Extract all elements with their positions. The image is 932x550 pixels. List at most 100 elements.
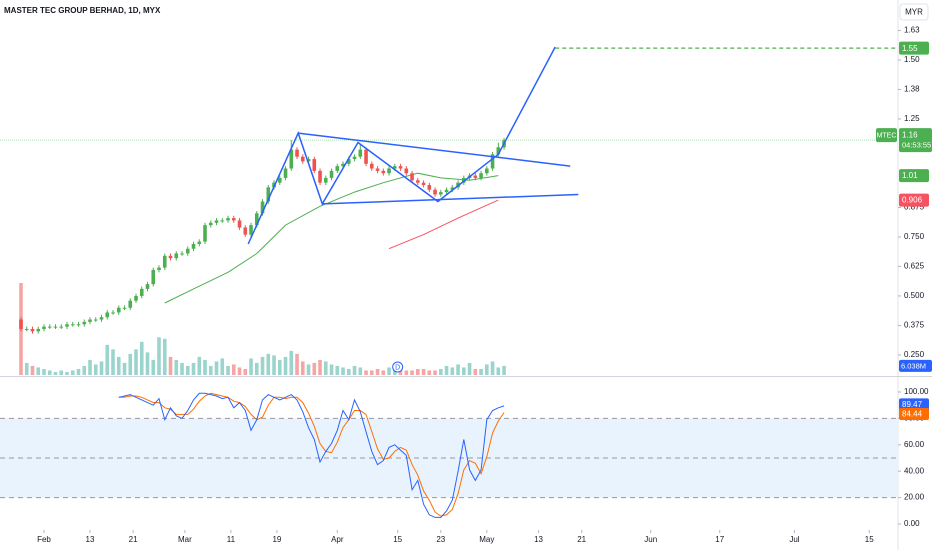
candle-body [53, 326, 58, 328]
volume-bar [467, 362, 472, 375]
candle-body [318, 170, 322, 183]
candle-body [208, 222, 213, 226]
candle-body [128, 300, 133, 308]
candle-body [490, 154, 495, 169]
volume-bar [318, 359, 322, 375]
candle-body [111, 312, 115, 314]
candle-body [352, 156, 357, 160]
volume-bar [295, 353, 299, 375]
countdown: 04:53:55 [902, 141, 931, 150]
volume-bar [421, 368, 426, 375]
volume-bar [139, 341, 144, 375]
candle-body [381, 170, 386, 174]
candle-body [105, 312, 110, 318]
volume-bar [99, 361, 104, 375]
candle-body [427, 185, 432, 190]
candle-body [42, 326, 46, 329]
candle-body [277, 177, 282, 183]
candle-body [226, 218, 230, 221]
y-tick-label: 60.00 [904, 440, 925, 449]
x-tick-label: 15 [393, 535, 402, 544]
volume-bar [283, 356, 288, 375]
volume-bar [410, 370, 414, 375]
candle-body [220, 220, 225, 222]
candle-body [99, 317, 104, 320]
volume-bar [203, 359, 207, 375]
volume-bar [134, 349, 138, 375]
volume-bar [323, 361, 328, 375]
currency-button[interactable] [899, 3, 929, 21]
volume-bar [381, 370, 386, 375]
candle-body [295, 149, 299, 157]
candle-body [24, 328, 29, 330]
volume-bar [214, 361, 219, 375]
volume-bar [496, 367, 501, 375]
x-tick-label: 19 [272, 535, 281, 544]
volume-bar [450, 367, 455, 375]
volume-bar [93, 364, 98, 375]
volume-bar [237, 367, 242, 375]
candle-body [162, 255, 167, 268]
x-tick-label: 11 [227, 535, 236, 544]
y-tick-label: 0.500 [904, 291, 925, 300]
candle-body [30, 328, 35, 332]
candle-body [36, 328, 41, 332]
volume-bar [266, 353, 271, 375]
oscillator-tag: 89.47 [902, 400, 923, 409]
symbol-tag-box [876, 128, 897, 143]
oscillator-tag-box [899, 398, 929, 411]
volume-bar [300, 361, 305, 375]
candle-body [157, 267, 161, 270]
symbol-tag: MTEC [877, 133, 897, 140]
candle-body [243, 227, 248, 235]
x-tick-label: Jul [789, 535, 799, 544]
candle-body [387, 168, 391, 174]
volume-bar [76, 368, 81, 375]
volume-bar [220, 358, 225, 375]
y-tick-label: 1.63 [904, 26, 920, 35]
candle-body [116, 307, 121, 313]
y-tick-label: 40.00 [904, 466, 925, 475]
candle-body [134, 295, 138, 301]
volume-bar [439, 368, 443, 375]
volume-bar [473, 368, 478, 375]
y-tick-label: 0.625 [904, 262, 925, 271]
currency-label[interactable]: MYR [905, 8, 923, 17]
candle-body [283, 168, 288, 178]
volume-bar [88, 359, 92, 375]
volume-bar [306, 364, 311, 375]
candle-body [266, 187, 271, 202]
volume-bar [329, 364, 334, 375]
volume-bar [387, 367, 391, 375]
volume-bar [433, 370, 437, 375]
volume-bar [162, 338, 167, 375]
candle-body [358, 149, 363, 157]
x-tick-label: 17 [715, 535, 724, 544]
volume-bar [416, 368, 420, 375]
candle-body [76, 324, 81, 326]
volume-bar [42, 368, 46, 375]
volume-bar [197, 356, 202, 375]
volume-bar [485, 364, 489, 375]
candle-body [122, 307, 127, 309]
candle-body [410, 173, 414, 181]
volume-bar [30, 365, 35, 375]
candle-body [485, 168, 489, 174]
volume-bar [369, 370, 374, 375]
ma-tag: 0.906 [902, 196, 923, 205]
candle-body [47, 326, 52, 328]
candle-body [19, 319, 23, 329]
candle-body [421, 182, 426, 186]
volume-bar [105, 344, 110, 375]
x-tick-label: 15 [865, 535, 874, 544]
candle-body [416, 180, 420, 183]
volume-bar [260, 356, 265, 375]
volume-bar [272, 355, 276, 375]
candle-body [65, 324, 69, 327]
candle-body [473, 175, 478, 178]
y-tick-label: 20.00 [904, 493, 925, 502]
ma-tag-box [899, 169, 929, 183]
candle-body [323, 177, 328, 183]
